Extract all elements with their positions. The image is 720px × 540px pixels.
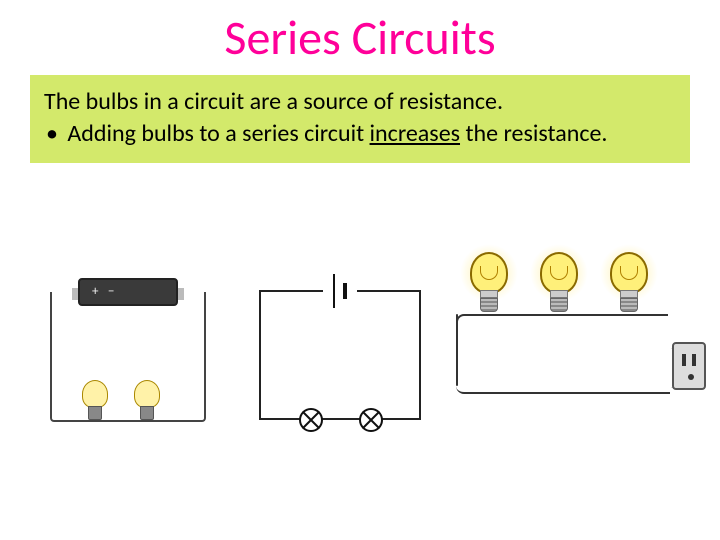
bulb-neck: [480, 290, 498, 298]
battery-terminal-left: [72, 288, 78, 300]
bulb-glass: [82, 380, 108, 408]
bulb-neck: [550, 290, 568, 298]
bulb-icon: [132, 380, 162, 424]
bulb-screw-base: [550, 298, 568, 312]
bulb-icon: [80, 380, 110, 424]
cord-segment: [456, 314, 458, 386]
diagram-1-pictorial-two-bulbs: + −: [28, 270, 228, 440]
battery-terminal-right: [178, 288, 184, 300]
schematic-loop: [259, 290, 421, 420]
diagram-2-schematic-two-lamps: [245, 268, 435, 438]
lamp-symbol-icon: [299, 408, 323, 432]
intro-sentence: The bulbs in a circuit are a source of r…: [44, 87, 676, 117]
explanation-box: The bulbs in a circuit are a source of r…: [30, 75, 690, 163]
bullet-underlined: increases: [370, 119, 460, 148]
page-title: Series Circuits: [0, 0, 720, 71]
bullet-pre: Adding bulbs to a series circuit: [67, 119, 369, 148]
bullet-point: Adding bulbs to a series circuit increas…: [66, 119, 676, 149]
cell-long-plate: [333, 274, 335, 308]
outlet-ground: [688, 374, 694, 380]
bulb-icon: [606, 250, 652, 320]
bulb-screw-base: [620, 298, 638, 312]
bulb-base: [140, 406, 154, 420]
cell-symbol-icon: [329, 274, 353, 308]
cord-segment: [456, 384, 670, 394]
diagram-3-pictorial-three-bulbs-outlet: [440, 250, 710, 450]
bulb-icon: [536, 250, 582, 320]
wire-loop: [50, 292, 206, 422]
battery-minus: −: [108, 284, 114, 299]
wall-outlet-icon: [672, 342, 706, 390]
bulb-glass: [134, 380, 160, 408]
outlet-slot: [682, 354, 686, 366]
cell-short-plate: [343, 283, 347, 299]
outlet-slot: [692, 354, 696, 366]
diagram-row: + −: [0, 250, 720, 510]
battery-icon: + −: [78, 278, 178, 306]
lamp-symbol-icon: [359, 408, 383, 432]
battery-plus: +: [92, 284, 98, 299]
bulb-icon: [466, 250, 512, 320]
bullet-post: the resistance.: [460, 119, 607, 148]
bulb-neck: [620, 290, 638, 298]
bulb-base: [88, 406, 102, 420]
bulb-screw-base: [480, 298, 498, 312]
